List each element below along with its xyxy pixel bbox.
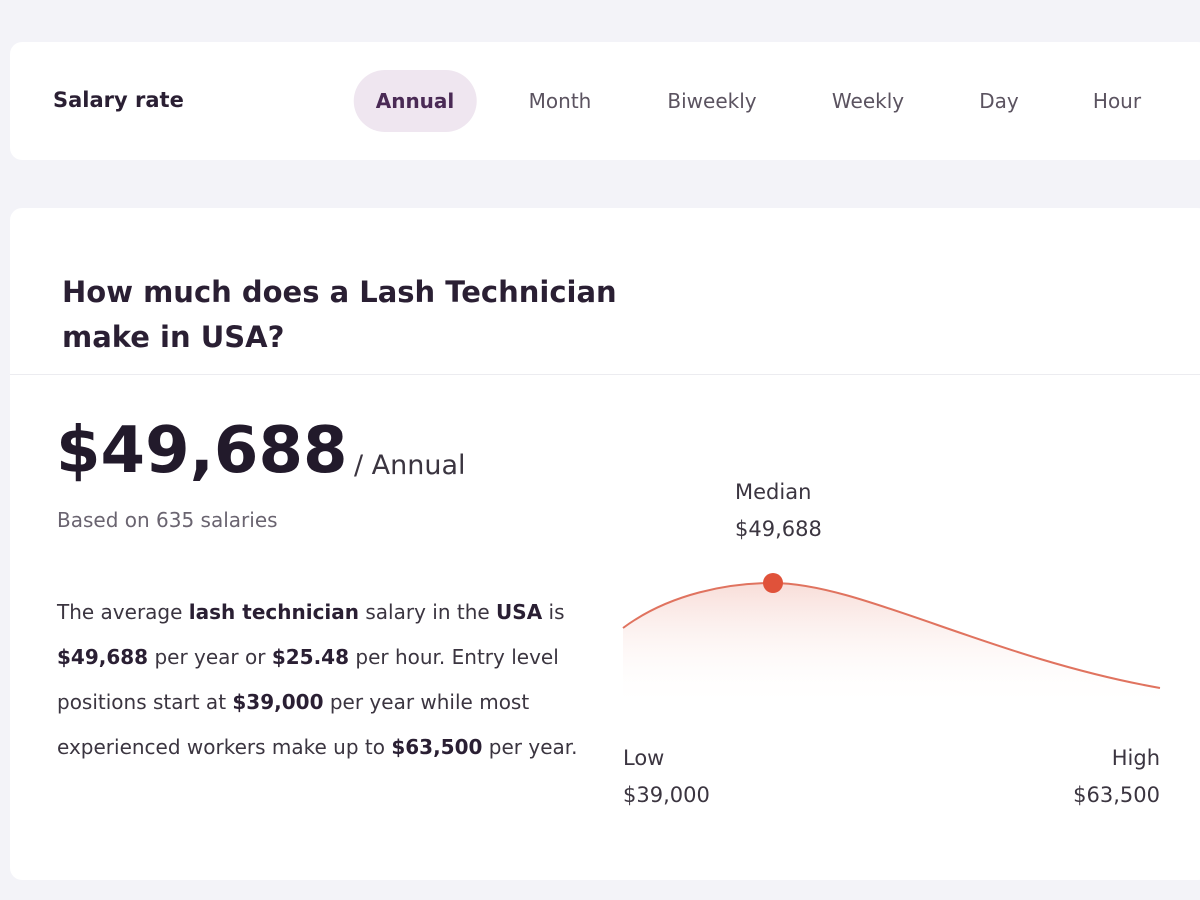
median-label: Median — [735, 480, 812, 504]
low-label: Low — [623, 746, 665, 770]
description-bold: $25.48 — [271, 645, 350, 669]
median-dot — [763, 573, 783, 593]
rate-tab[interactable]: Day — [979, 89, 1019, 113]
description-bold: lash technician — [188, 600, 360, 624]
description-text: salary in the — [359, 600, 497, 624]
salary-basis: Based on 635 salaries — [57, 508, 278, 532]
description-text: per year. — [482, 735, 578, 759]
description-bold: USA — [496, 600, 543, 624]
rate-tab[interactable]: Annual — [353, 70, 477, 132]
rate-tab[interactable]: Weekly — [831, 89, 905, 113]
salary-period: / Annual — [354, 450, 466, 481]
curve-line — [622, 581, 1161, 689]
rate-tab[interactable]: Biweekly — [667, 89, 757, 113]
description-text: is — [542, 600, 565, 624]
salary-amount: $49,688 — [56, 414, 348, 488]
description-bold: $39,000 — [232, 690, 324, 714]
salary-card: How much does a Lash Technician make in … — [10, 208, 1200, 880]
description-text: per year while most experienced workers … — [57, 690, 530, 759]
rate-tab[interactable]: Month — [528, 89, 592, 113]
low-value: $39,000 — [623, 783, 710, 807]
rate-label: Salary rate — [53, 88, 184, 112]
description-text: per year or — [148, 645, 272, 669]
salary-curve — [622, 573, 1161, 708]
salary-heading: How much does a Lash Technician make in … — [62, 275, 617, 354]
description-bold: $63,500 — [391, 735, 483, 759]
curve-fill — [623, 583, 1160, 708]
description-text: per hour. Entry level positions start at — [57, 645, 559, 714]
median-value: $49,688 — [735, 517, 822, 541]
description-bold: $49,688 — [57, 645, 149, 669]
rate-tab[interactable]: Hour — [1092, 89, 1142, 113]
high-label: High — [1111, 746, 1160, 770]
description-text: The average — [57, 600, 189, 624]
salary-description: The average lash technician salary in th… — [57, 590, 597, 770]
rate-card: Salary rate Annual Month Biweekly Weekly Day… — [10, 42, 1200, 160]
high-value: $63,500 — [1073, 783, 1160, 807]
divider — [10, 374, 1200, 375]
